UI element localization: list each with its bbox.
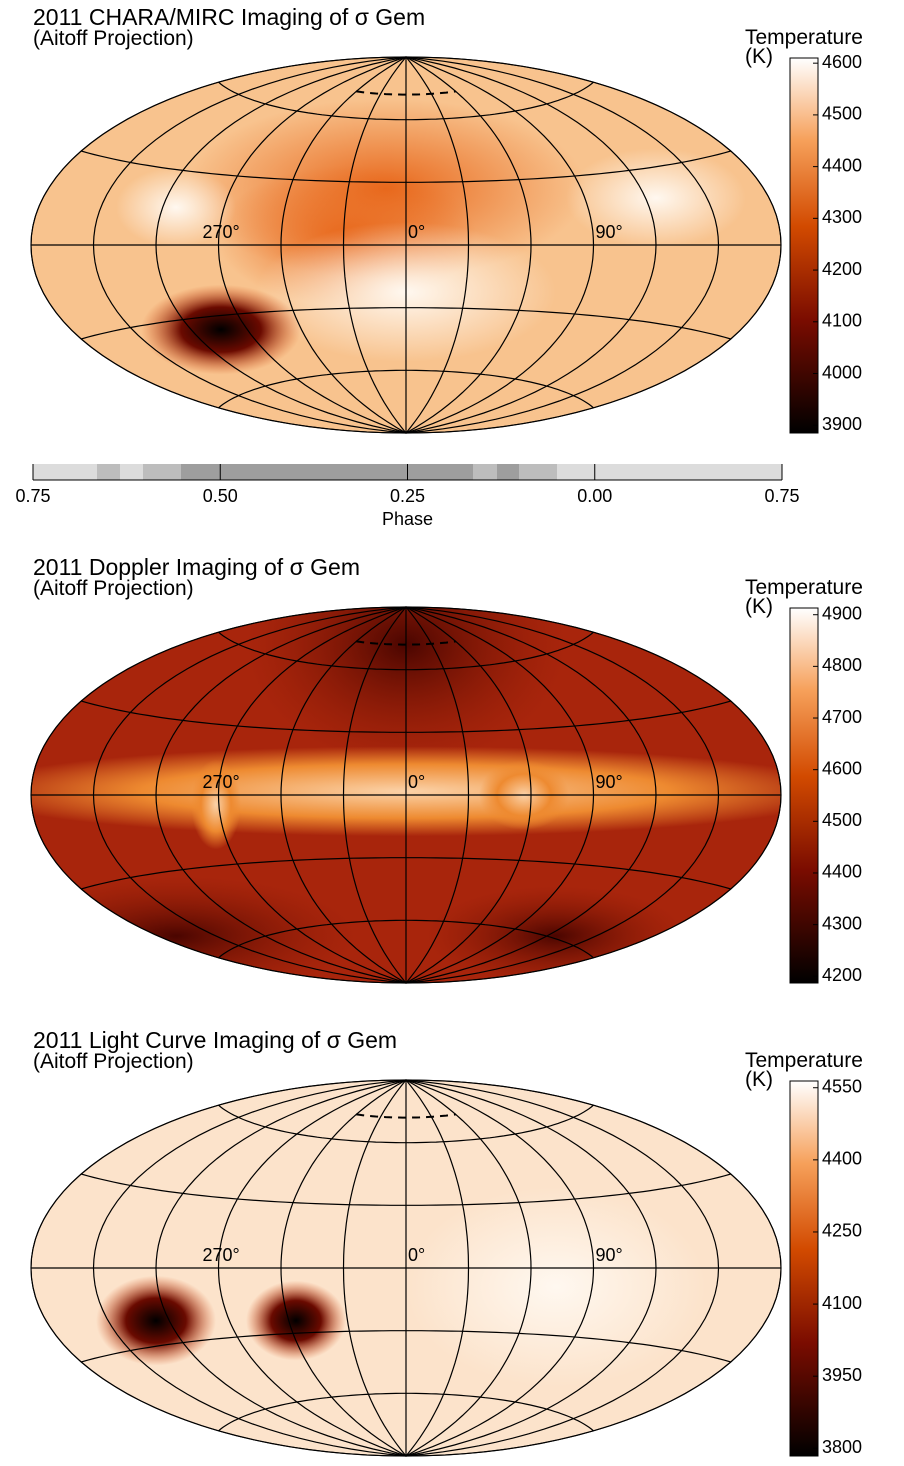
surface-feature [246, 1280, 346, 1361]
phase-tick-label: 0.50 [203, 486, 238, 506]
colorbar-tick-label: 4500 [822, 810, 862, 830]
surface-feature [191, 759, 241, 850]
colorbar-title: Temperature [745, 576, 863, 599]
chart-subtitle: (Aitoff Projection) [33, 1050, 194, 1073]
surface-feature [406, 1186, 706, 1387]
map-features [96, 1186, 706, 1387]
colorbar-tick-label: 4900 [822, 603, 862, 623]
parallel [81, 1330, 731, 1363]
parallel [218, 369, 594, 409]
colorbar-tick-label: 4300 [822, 207, 862, 227]
phase-tick-label: 0.00 [577, 486, 612, 506]
colorbar-tick-label: 4200 [822, 965, 862, 985]
colorbar-tick-label: 4500 [822, 104, 862, 124]
map [30, 1079, 782, 1457]
colorbar-unit: (K) [745, 1068, 773, 1091]
colorbar-tick-label: 4400 [822, 862, 862, 882]
parallel [218, 919, 594, 959]
parallel [218, 1104, 594, 1144]
longitude-label: 0° [408, 222, 425, 242]
map [30, 606, 782, 984]
chart-title: 2011 Light Curve Imaging of σ Gem [33, 1027, 397, 1053]
longitude-label: 270° [203, 1245, 240, 1265]
colorbar-unit: (K) [745, 45, 773, 68]
colorbar-tick-label: 4400 [822, 1149, 862, 1169]
longitude-label: 270° [203, 222, 240, 242]
phase-axis-label: Phase [382, 509, 433, 529]
visibility-limit [356, 90, 456, 96]
map-border [30, 56, 782, 434]
surface-feature [96, 1275, 216, 1366]
longitude-label: 90° [596, 772, 623, 792]
parallel [218, 631, 594, 671]
chart-title: 2011 CHARA/MIRC Imaging of σ Gem [33, 4, 425, 30]
chart-subtitle: (Aitoff Projection) [33, 27, 194, 50]
colorbar-title: Temperature [745, 1049, 863, 1072]
parallel [81, 857, 731, 890]
colorbar-title: Temperature [745, 26, 863, 49]
map-features [116, 98, 746, 375]
colorbar-tick-label: 4600 [822, 758, 862, 778]
map-border [30, 1079, 782, 1457]
parallel [81, 700, 731, 733]
colorbar-tick-label: 4100 [822, 1293, 862, 1313]
parallel [81, 307, 731, 340]
colorbar-tick-label: 4100 [822, 311, 862, 331]
phase-tick-label: 0.25 [390, 486, 425, 506]
colorbar-tick-label: 4550 [822, 1076, 862, 1096]
map [30, 56, 782, 434]
visibility-limit [356, 640, 456, 646]
colorbar-tick-label: 4700 [822, 707, 862, 727]
phase-tick-label: 0.75 [764, 486, 799, 506]
longitude-label: 90° [596, 222, 623, 242]
phase-tick-label: 0.75 [15, 486, 50, 506]
colorbar [789, 57, 819, 434]
parallel [218, 81, 594, 121]
colorbar-tick-label: 4400 [822, 155, 862, 175]
colorbar-tick-label: 4300 [822, 913, 862, 933]
colorbar-tick-label: 3900 [822, 414, 862, 434]
colorbar-tick-label: 3950 [822, 1365, 862, 1385]
surface-feature [31, 876, 356, 983]
colorbar-tick-label: 4600 [822, 52, 862, 72]
chart-title: 2011 Doppler Imaging of σ Gem [33, 554, 360, 580]
longitude-label: 0° [408, 772, 425, 792]
colorbar-unit: (K) [745, 595, 773, 618]
surface-feature [141, 284, 301, 375]
longitude-label: 0° [408, 1245, 425, 1265]
parallel [81, 1173, 731, 1206]
colorbar-tick-label: 4000 [822, 362, 862, 382]
longitude-label: 270° [203, 772, 240, 792]
colorbar-tick-label: 3800 [822, 1437, 862, 1457]
colorbar-tick-label: 4200 [822, 259, 862, 279]
surface-feature [116, 167, 236, 248]
colorbar-tick-label: 4250 [822, 1221, 862, 1241]
visibility-limit [356, 1113, 456, 1119]
colorbar-tick-label: 4800 [822, 655, 862, 675]
longitude-label: 90° [596, 1245, 623, 1265]
map-border [30, 606, 782, 984]
parallel [81, 150, 731, 183]
colorbar [789, 1080, 819, 1457]
surface-feature [426, 886, 686, 983]
colorbar [789, 607, 819, 984]
chart-subtitle: (Aitoff Projection) [33, 577, 194, 600]
parallel [218, 1392, 594, 1432]
